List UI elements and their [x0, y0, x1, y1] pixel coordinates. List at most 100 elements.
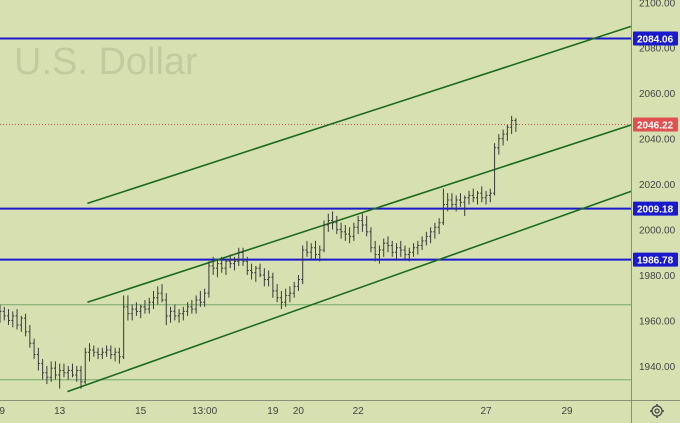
y-tick-label: 1940.00	[639, 362, 676, 373]
x-tick-label: 13	[54, 406, 66, 417]
ohlc-bar	[352, 222, 356, 241]
x-tick-label: 20	[293, 406, 305, 417]
ohlc-bar	[429, 227, 433, 244]
y-tick-label: 2060.00	[639, 89, 676, 100]
ohlc-bar	[109, 345, 113, 360]
ohlc-bar	[11, 311, 15, 328]
ohlc-bar	[407, 247, 411, 262]
ohlc-bar	[463, 195, 467, 216]
ohlc-bar	[19, 315, 23, 332]
channel-line	[87, 124, 632, 304]
ohlc-bar	[424, 231, 428, 246]
ohlc-bar	[369, 227, 373, 253]
ohlc-bar	[450, 193, 454, 210]
x-tick-label: 19	[267, 406, 279, 417]
ohlc-bar	[224, 259, 228, 275]
ohlc-bar	[314, 240, 317, 260]
ohlc-bar	[32, 338, 36, 360]
ohlc-bar	[181, 306, 185, 321]
ohlc-bar	[117, 347, 121, 364]
ohlc-bar	[441, 188, 445, 225]
ohlc-bar	[70, 363, 74, 378]
x-tick-label: 9	[0, 406, 5, 417]
ohlc-bar	[49, 361, 53, 382]
ohlc-bar	[318, 245, 322, 262]
ohlc-bar	[113, 347, 117, 362]
y-tick-label: 1960.00	[639, 316, 676, 327]
ohlc-bar	[335, 215, 339, 235]
x-tick-label: 29	[561, 406, 573, 417]
ohlc-bar	[454, 195, 458, 212]
ohlc-bar	[92, 345, 96, 357]
ohlc-bar	[177, 309, 181, 323]
ohlc-bar	[28, 325, 32, 348]
ohlc-bar	[258, 263, 262, 278]
price-bars	[0, 115, 518, 389]
ohlc-bar	[501, 129, 505, 146]
ohlc-bar	[471, 188, 475, 203]
ohlc-bar	[100, 347, 104, 360]
ohlc-bar	[458, 193, 462, 207]
ohlc-bar	[190, 300, 194, 314]
ohlc-bar	[467, 190, 471, 205]
ohlc-bar	[198, 290, 202, 307]
ohlc-bar	[0, 304, 2, 323]
ohlc-bar	[15, 309, 19, 330]
ohlc-bar	[41, 359, 45, 380]
ohlc-bar	[245, 256, 249, 275]
ohlc-bar	[228, 254, 232, 269]
ohlc-bar	[232, 256, 236, 271]
time-axis-background	[0, 400, 680, 423]
ohlc-bar	[215, 259, 219, 278]
ohlc-bar	[122, 295, 126, 360]
ohlc-bar	[262, 268, 266, 287]
ohlc-bar	[339, 222, 343, 239]
x-tick-label: 15	[135, 406, 147, 417]
grid	[0, 124, 631, 381]
horizontal-levels	[0, 37, 631, 261]
ohlc-bar	[164, 293, 168, 325]
ohlc-bar	[2, 306, 6, 321]
symbol-watermark: U.S. Dollar	[14, 41, 198, 83]
ohlc-bar	[301, 245, 305, 285]
ohlc-bar	[412, 243, 416, 257]
ohlc-bar	[433, 222, 437, 239]
last-price-tag-background	[633, 117, 678, 132]
level-price-tag: 2084.06	[633, 31, 678, 46]
ohlc-bar	[156, 286, 160, 305]
ohlc-bar	[220, 256, 224, 273]
level-tag-background	[633, 252, 678, 267]
ohlc-bar	[284, 288, 288, 307]
ohlc-bar	[207, 261, 211, 298]
ohlc-bar	[173, 304, 177, 321]
ohlc-bar	[305, 240, 309, 257]
ohlc-bar	[288, 286, 292, 303]
ohlc-bar	[348, 227, 352, 244]
ohlc-bar	[446, 193, 450, 212]
ohlc-bar	[169, 306, 173, 323]
ohlc-bar	[420, 236, 424, 250]
ohlc-bar	[271, 272, 275, 298]
ohlc-bar	[390, 240, 394, 257]
ohlc-bar	[365, 215, 369, 237]
ohlc-bar	[267, 270, 271, 287]
ohlc-bar	[79, 365, 83, 389]
ohlc-bar	[416, 240, 420, 255]
ohlc-bar	[505, 125, 509, 141]
ohlc-bar	[296, 275, 300, 291]
y-tick-label: 2040.00	[639, 135, 676, 146]
ohlc-bar	[279, 290, 283, 310]
ohlc-bar	[126, 295, 130, 321]
ohlc-bar	[399, 240, 403, 257]
ohlc-bar	[237, 247, 241, 266]
settings-icon[interactable]	[650, 404, 664, 418]
ohlc-bar	[373, 240, 377, 262]
ohlc-bar	[395, 243, 399, 260]
ohlc-bar	[403, 245, 407, 260]
ohlc-bar	[147, 297, 151, 314]
ohlc-bar	[58, 363, 62, 389]
ohlc-bar	[356, 215, 360, 235]
ohlc-bar	[497, 134, 501, 155]
ohlc-bar	[96, 347, 100, 360]
